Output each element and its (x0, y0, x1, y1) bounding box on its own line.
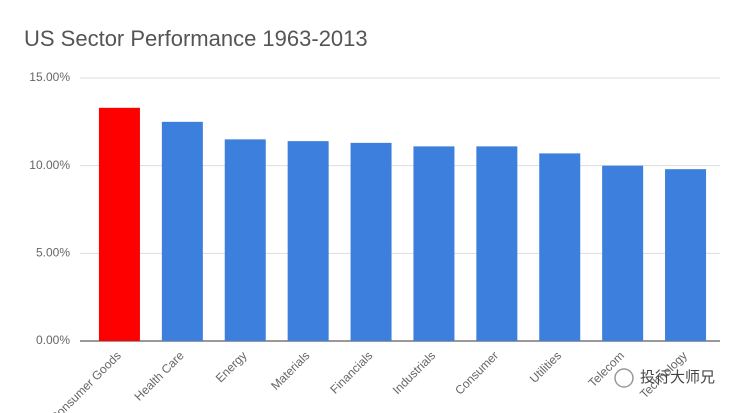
y-tick-label: 15.00% (29, 70, 70, 84)
x-tick-label: Consumer Goods (47, 348, 123, 413)
x-tick-label: Industrials (390, 348, 439, 397)
y-tick-label: 10.00% (29, 158, 70, 172)
bar (98, 107, 140, 341)
watermark-text: 投行大师兄 (640, 369, 715, 386)
x-tick-label: Energy (213, 348, 250, 385)
watermark-icon (614, 368, 634, 388)
x-tick-label: Consumer (452, 348, 501, 397)
bar (665, 169, 707, 341)
plot-area: 0.00% 5.00% 10.00% 15.00% Consumer Goods Heal… (29, 70, 720, 413)
bar (224, 139, 266, 341)
bar (161, 121, 203, 341)
bar (413, 146, 455, 341)
bar (539, 153, 581, 341)
x-tick-label: Financials (327, 348, 375, 396)
x-tick-label: Materials (268, 348, 312, 392)
y-tick-label: 0.00% (36, 333, 70, 347)
bar (602, 165, 644, 341)
bar (476, 146, 518, 341)
bar (350, 142, 392, 341)
bar (287, 141, 329, 341)
y-tick-label: 5.00% (36, 246, 70, 260)
chart-title: US Sector Performance 1963-2013 (24, 26, 368, 51)
x-tick-label: Health Care (132, 348, 187, 403)
watermark: 投行大师兄 (614, 368, 715, 388)
x-tick-label: Utilities (527, 348, 564, 385)
